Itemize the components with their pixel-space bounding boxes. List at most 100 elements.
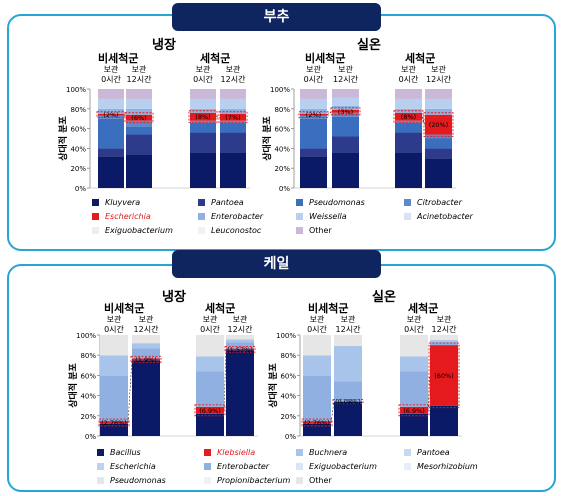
bar-segment: [334, 401, 362, 436]
bar-segment: [220, 132, 246, 153]
legend-label: Citrobacter: [417, 198, 462, 207]
y-tick-label: 60%: [70, 126, 86, 134]
column-label: 보관: [437, 314, 452, 324]
bar-segment: [196, 406, 224, 414]
legend-label: Leuconostoc: [211, 226, 262, 235]
highlight-outline: [96, 111, 126, 119]
column-label: 0시간: [104, 324, 124, 334]
legend-item: Other: [296, 476, 332, 485]
bar-segment: [300, 98, 327, 109]
highlight-outline: [330, 107, 361, 116]
bar-segment: [300, 148, 327, 157]
column-label: 0시간: [404, 324, 424, 334]
bar-segment: [430, 335, 458, 341]
highlight-outline: [298, 111, 329, 119]
legend-label: Escherichia: [110, 462, 156, 471]
bar-segment: [196, 335, 224, 357]
legend-item: Enterobacter: [204, 462, 269, 471]
highlight-outline: [98, 418, 130, 427]
legend-item: Mesorhizobium: [404, 462, 478, 471]
bar-segment: [395, 98, 422, 109]
bar-segment: [220, 89, 246, 99]
bar-segment: [226, 335, 254, 340]
column-label: 12시간: [336, 324, 362, 334]
bar-segment: [98, 108, 124, 114]
legend-label: Enterobacter: [211, 212, 264, 221]
bar-segment: [126, 98, 152, 109]
y-tick-label: 40%: [70, 145, 86, 153]
bar-segment: [332, 152, 359, 188]
legend-item: Pantoea: [404, 448, 450, 457]
bar-segment: [334, 381, 362, 402]
bar-segment: [100, 335, 128, 356]
column-label: 보관: [139, 314, 154, 324]
bar-segment: [332, 116, 359, 137]
bar-segment: [430, 345, 458, 406]
legend-label: Mesorhizobium: [417, 462, 478, 471]
data-label: (2%): [306, 111, 321, 119]
y-tick-label: 80%: [70, 106, 86, 114]
bar-segment: [220, 113, 246, 121]
highlight-outline: [398, 404, 430, 417]
legend-swatch: [92, 227, 99, 234]
column-label: 보관: [233, 314, 248, 324]
column-label: 보관: [338, 64, 353, 74]
group-label-fridge-kale: 냉장: [162, 290, 186, 305]
highlight-outline: [130, 355, 162, 363]
bar-segment: [300, 156, 327, 188]
column-label: 보관: [310, 314, 325, 324]
legend-label: Weissella: [309, 212, 347, 221]
y-tick-label: 20%: [280, 413, 296, 421]
column-label: 보관: [306, 64, 321, 74]
section-title-kale: 케일: [172, 250, 381, 278]
bar-segment: [190, 152, 216, 188]
legend-label: Exiguobacterium: [309, 462, 377, 471]
legend-label: Escherichia: [105, 212, 151, 221]
bar-segment: [303, 421, 331, 424]
highlight-outline: [428, 342, 460, 409]
bar-segment: [190, 89, 216, 99]
y-tick-label: 80%: [80, 352, 96, 360]
legend-swatch: [198, 227, 205, 234]
column-label: 0시간: [193, 74, 213, 84]
bar-segment: [190, 112, 216, 121]
data-label: (1.57%): [227, 346, 253, 354]
legend-label: Klebsiella: [217, 448, 256, 457]
bar-segment: [126, 120, 152, 127]
bar-segment: [332, 136, 359, 153]
column-label: 보관: [107, 314, 122, 324]
sub-label: 세척군: [205, 302, 236, 315]
data-label: (2.76%): [304, 419, 330, 427]
bar-segment: [132, 348, 160, 359]
bar-segment: [300, 108, 327, 114]
y-tick-label: 0%: [285, 433, 296, 441]
y-tick-label: 80%: [274, 106, 290, 114]
bar-segment: [132, 335, 160, 344]
bar-segment: [395, 152, 422, 188]
bar-segment: [425, 108, 452, 115]
bar-segment: [196, 371, 224, 407]
sub-label: 비세척군: [98, 52, 139, 65]
bar-segment: [190, 120, 216, 123]
bar-segment: [425, 114, 452, 135]
bar-segment: [332, 97, 359, 106]
legend-swatch: [92, 199, 99, 206]
legend-swatch: [97, 449, 104, 456]
sub-label: 비세척군: [104, 302, 145, 315]
legend-item: Pseudomonas: [97, 476, 166, 485]
highlight-outline: [218, 111, 248, 124]
bar-segment: [100, 375, 128, 422]
sub-label: 비세척군: [308, 302, 349, 315]
bar-segment: [220, 108, 246, 114]
y-tick-label: 40%: [274, 145, 290, 153]
legend-label: Enterobacter: [217, 462, 270, 471]
bar-segment: [430, 342, 458, 346]
column-label: 0시간: [101, 74, 121, 84]
legend-swatch: [204, 463, 211, 470]
y-tick-label: 100%: [270, 86, 290, 94]
bar-segment: [98, 113, 124, 116]
bar-segment: [126, 134, 152, 155]
y-tick-label: 60%: [274, 126, 290, 134]
bar-segment: [400, 356, 428, 372]
bar-segment: [126, 108, 152, 115]
